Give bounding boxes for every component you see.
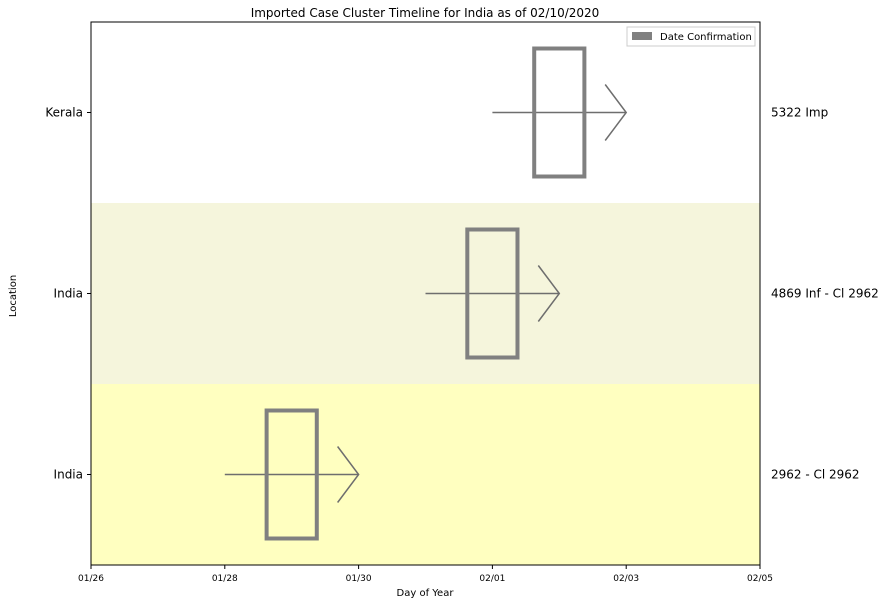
- x-tick-label: 01/28: [212, 574, 238, 584]
- case-label: 4869 Inf - Cl 2962: [771, 287, 879, 301]
- confirmation-box: [264, 408, 319, 541]
- x-axis-label: Day of Year: [397, 588, 455, 599]
- confirmation-box: [532, 46, 587, 179]
- x-tick-label: 01/30: [346, 574, 372, 584]
- location-label: India: [54, 468, 83, 482]
- legend-swatch: [632, 32, 652, 40]
- legend-frame: [626, 26, 756, 47]
- timeline-arrow-head: [337, 446, 360, 503]
- location-label: India: [54, 287, 83, 301]
- case-label: 2962 - Cl 2962: [771, 468, 860, 482]
- timeline-rows: Kerala 5322 Imp India 4869 Inf - Cl 2962 Ind…: [45, 46, 879, 541]
- case-label: 5322 Imp: [771, 106, 828, 120]
- row-band: [91, 22, 760, 203]
- x-axis-ticks: 01/26 01/28 01/30 02/01 02/03 02/05: [78, 565, 773, 584]
- chart-title: Imported Case Cluster Timeline for India…: [251, 6, 600, 20]
- legend-label: Date Confirmation: [660, 32, 752, 43]
- location-label: Kerala: [45, 106, 83, 120]
- x-tick-label: 01/26: [78, 574, 104, 584]
- row-band: [91, 384, 760, 565]
- timeline-arrow-head: [604, 84, 628, 141]
- x-tick-label: 02/05: [747, 574, 773, 584]
- x-tick-label: 02/01: [479, 574, 505, 584]
- confirmation-box: [465, 227, 520, 360]
- timeline-arrow-head: [537, 265, 561, 322]
- x-tick-label: 02/03: [613, 574, 639, 584]
- legend: Date Confirmation: [626, 26, 756, 47]
- y-axis-label: Location: [8, 275, 19, 317]
